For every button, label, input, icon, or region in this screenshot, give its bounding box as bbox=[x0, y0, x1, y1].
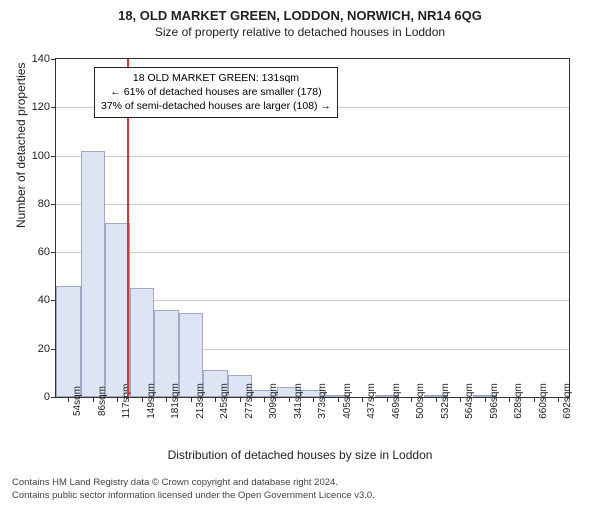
xtick-mark bbox=[117, 397, 118, 402]
ytick-label: 0 bbox=[44, 391, 50, 403]
xtick-mark bbox=[534, 397, 535, 402]
xtick-label: 405sqm bbox=[342, 383, 353, 419]
xtick-mark bbox=[362, 397, 363, 402]
histogram-bar bbox=[56, 286, 81, 397]
histogram-bar bbox=[81, 151, 106, 397]
xtick-mark bbox=[215, 397, 216, 402]
ytick-label: 60 bbox=[38, 246, 50, 258]
grid-line bbox=[56, 204, 569, 205]
annotation-box: 18 OLD MARKET GREEN: 131sqm ← 61% of det… bbox=[94, 67, 338, 118]
xtick-label: 628sqm bbox=[513, 383, 524, 419]
ytick-mark bbox=[51, 156, 56, 157]
xtick-label: 86sqm bbox=[97, 386, 108, 416]
xtick-label: 149sqm bbox=[146, 383, 157, 419]
xtick-mark bbox=[509, 397, 510, 402]
footer-line1: Contains HM Land Registry data © Crown c… bbox=[12, 477, 375, 489]
x-axis-label: Distribution of detached houses by size … bbox=[0, 448, 600, 462]
xtick-label: 437sqm bbox=[366, 383, 377, 419]
chart-subtitle: Size of property relative to detached ho… bbox=[0, 25, 600, 39]
xtick-mark bbox=[558, 397, 559, 402]
annotation-line3: 37% of semi-detached houses are larger (… bbox=[101, 99, 331, 113]
xtick-label: 245sqm bbox=[219, 383, 230, 419]
xtick-mark bbox=[264, 397, 265, 402]
xtick-label: 564sqm bbox=[464, 383, 475, 419]
xtick-mark bbox=[313, 397, 314, 402]
histogram-bar bbox=[105, 223, 130, 397]
plot-area: 18 OLD MARKET GREEN: 131sqm ← 61% of det… bbox=[55, 58, 570, 398]
xtick-label: 181sqm bbox=[170, 383, 181, 419]
histogram-bar bbox=[130, 288, 155, 397]
ytick-label: 140 bbox=[32, 53, 50, 65]
xtick-mark bbox=[240, 397, 241, 402]
footer-attribution: Contains HM Land Registry data © Crown c… bbox=[12, 477, 375, 502]
xtick-label: 54sqm bbox=[72, 386, 83, 416]
annotation-line2: ← 61% of detached houses are smaller (17… bbox=[101, 85, 331, 99]
grid-line bbox=[56, 252, 569, 253]
xtick-mark bbox=[93, 397, 94, 402]
xtick-mark bbox=[460, 397, 461, 402]
ytick-label: 40 bbox=[38, 294, 50, 306]
xtick-mark bbox=[68, 397, 69, 402]
ytick-mark bbox=[51, 107, 56, 108]
grid-line bbox=[56, 156, 569, 157]
xtick-label: 277sqm bbox=[244, 383, 255, 419]
ytick-mark bbox=[51, 397, 56, 398]
xtick-label: 532sqm bbox=[440, 383, 451, 419]
xtick-label: 500sqm bbox=[415, 383, 426, 419]
xtick-mark bbox=[142, 397, 143, 402]
xtick-label: 469sqm bbox=[391, 383, 402, 419]
y-axis-label: Number of detached properties bbox=[14, 63, 28, 228]
ytick-label: 80 bbox=[38, 198, 50, 210]
xtick-mark bbox=[436, 397, 437, 402]
annotation-line1: 18 OLD MARKET GREEN: 131sqm bbox=[101, 71, 331, 85]
xtick-label: 341sqm bbox=[293, 383, 304, 419]
xtick-mark bbox=[387, 397, 388, 402]
xtick-mark bbox=[289, 397, 290, 402]
xtick-mark bbox=[338, 397, 339, 402]
xtick-mark bbox=[485, 397, 486, 402]
xtick-mark bbox=[411, 397, 412, 402]
ytick-label: 100 bbox=[32, 150, 50, 162]
xtick-label: 309sqm bbox=[268, 383, 279, 419]
ytick-label: 120 bbox=[32, 101, 50, 113]
xtick-label: 596sqm bbox=[489, 383, 500, 419]
ytick-mark bbox=[51, 204, 56, 205]
ytick-label: 20 bbox=[38, 343, 50, 355]
ytick-mark bbox=[51, 252, 56, 253]
xtick-mark bbox=[191, 397, 192, 402]
xtick-label: 692sqm bbox=[562, 383, 573, 419]
xtick-label: 660sqm bbox=[538, 383, 549, 419]
footer-line2: Contains public sector information licen… bbox=[12, 490, 375, 502]
xtick-mark bbox=[166, 397, 167, 402]
xtick-label: 213sqm bbox=[195, 383, 206, 419]
chart-title: 18, OLD MARKET GREEN, LODDON, NORWICH, N… bbox=[0, 8, 600, 23]
xtick-label: 373sqm bbox=[317, 383, 328, 419]
ytick-mark bbox=[51, 59, 56, 60]
